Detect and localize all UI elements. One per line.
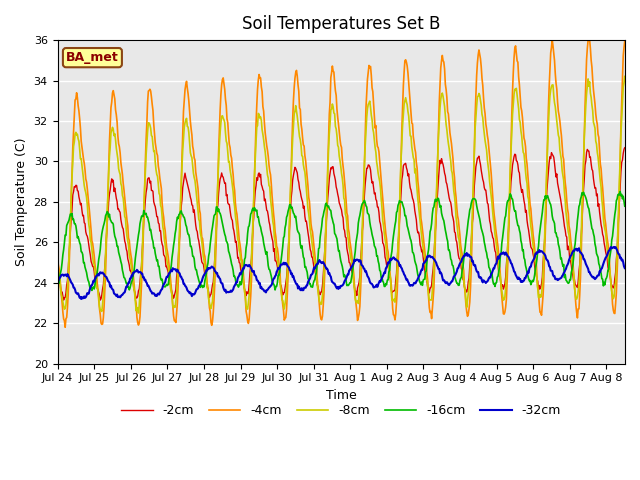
-4cm [296,107,304,112]
-8cm [133,305,141,311]
-8cm [56,275,63,280]
-2cm [60,297,67,303]
-2cm [318,289,326,295]
-4cm [461,292,469,298]
-8cm [134,310,142,316]
-4cm [585,36,593,41]
-16cm [296,241,304,247]
Line: -8cm: -8cm [58,76,625,313]
-8cm [54,266,61,272]
-32cm [318,260,326,266]
-2cm [54,269,61,275]
-32cm [56,275,63,281]
-16cm [134,238,141,244]
-4cm [61,324,69,330]
-16cm [318,224,326,229]
Line: -2cm: -2cm [58,148,625,300]
Legend: -2cm, -4cm, -8cm, -16cm, -32cm: -2cm, -4cm, -8cm, -16cm, -32cm [116,399,566,422]
-16cm [475,213,483,218]
-32cm [54,278,61,284]
-32cm [461,251,469,257]
-16cm [461,244,469,250]
-8cm [461,288,469,294]
-2cm [621,145,628,151]
-16cm [56,273,63,279]
-32cm [134,268,141,274]
-32cm [475,274,483,280]
Line: -16cm: -16cm [58,192,625,290]
-2cm [296,189,304,194]
-8cm [475,91,483,96]
-16cm [616,189,624,194]
-16cm [621,204,628,209]
Title: Soil Temperatures Set B: Soil Temperatures Set B [242,15,440,33]
-32cm [77,296,85,302]
-4cm [621,38,628,44]
Line: -32cm: -32cm [58,247,625,299]
-4cm [54,253,61,259]
-2cm [461,287,469,292]
-16cm [88,288,96,293]
-4cm [318,317,326,323]
-2cm [475,153,483,159]
-2cm [56,278,63,284]
-4cm [56,275,63,280]
Text: BA_met: BA_met [66,51,119,64]
-8cm [621,73,628,79]
X-axis label: Time: Time [326,389,356,402]
Y-axis label: Soil Temperature (C): Soil Temperature (C) [15,138,28,266]
-8cm [318,300,326,306]
-32cm [296,287,304,293]
-4cm [475,47,483,53]
-32cm [621,265,628,271]
-8cm [296,137,304,143]
-32cm [610,244,618,250]
-2cm [134,293,141,299]
-16cm [54,287,61,293]
Line: -4cm: -4cm [58,38,625,327]
-4cm [134,320,141,325]
